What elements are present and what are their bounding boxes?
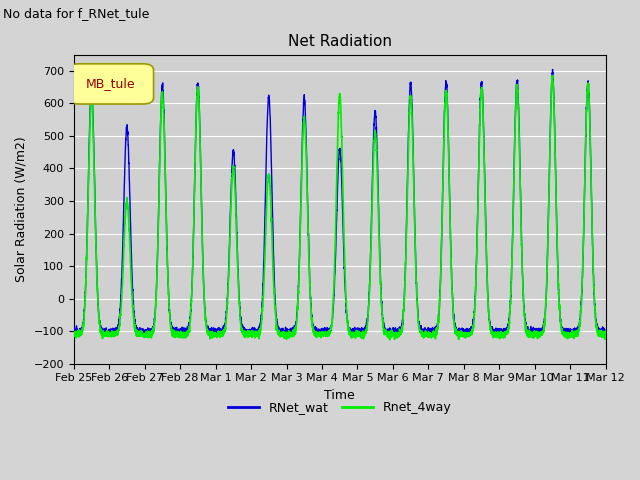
Y-axis label: Solar Radiation (W/m2): Solar Radiation (W/m2) xyxy=(15,136,28,282)
Legend: RNet_wat, Rnet_4way: RNet_wat, Rnet_4way xyxy=(223,396,456,420)
Title: Net Radiation: Net Radiation xyxy=(288,34,392,49)
Text: No data for f_RNet_tule: No data for f_RNet_tule xyxy=(3,7,150,20)
Text: MB_tule: MB_tule xyxy=(86,77,136,90)
FancyBboxPatch shape xyxy=(68,64,154,104)
X-axis label: Time: Time xyxy=(324,389,355,402)
